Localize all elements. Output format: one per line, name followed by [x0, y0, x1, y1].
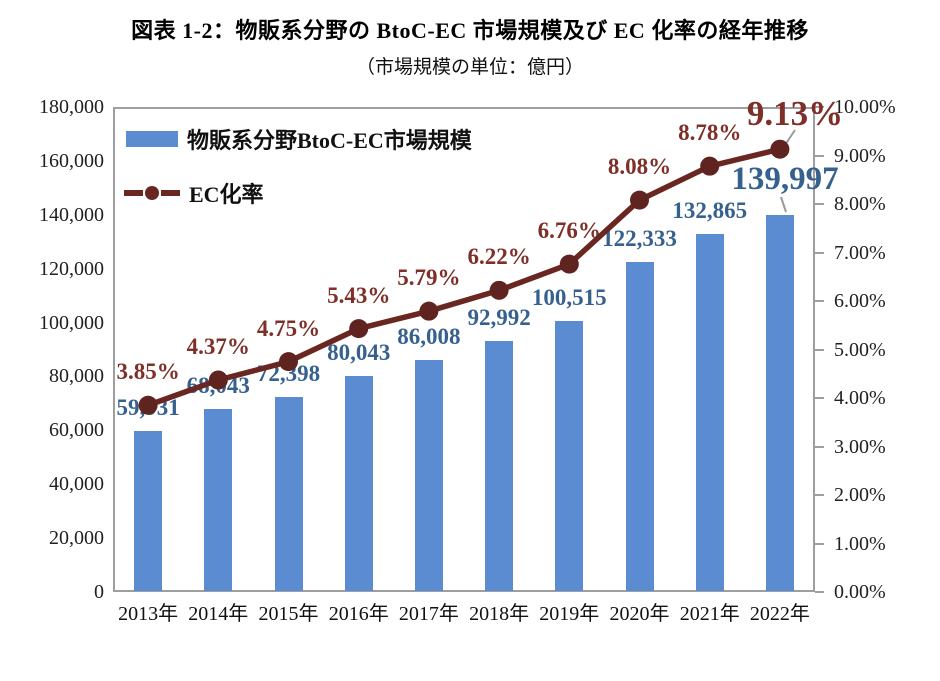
- x-axis-tick-label: 2015年: [258, 603, 319, 625]
- right-axis-tick-mark: [815, 348, 824, 351]
- right-axis-tick-mark: [815, 300, 824, 302]
- x-axis-tick-label: 2016年: [328, 603, 389, 625]
- ec-rate-marker-2017年: [419, 301, 439, 321]
- right-axis-tick-label: 7.00%: [834, 241, 886, 264]
- bar-2019年: [555, 321, 584, 591]
- bar-value-label: 80,043: [327, 340, 391, 366]
- bar-2020年: [625, 262, 654, 591]
- left-axis-tick-label: 0: [94, 581, 104, 603]
- bar-2017年: [414, 360, 443, 591]
- line-series-marker-icon: [145, 186, 159, 200]
- legend-item-market-size: 物販系分野BtoC-EC市場規模: [126, 123, 472, 155]
- right-axis-tick-label: 10.00%: [834, 96, 896, 118]
- x-axis-tick-label: 2017年: [398, 603, 459, 625]
- right-axis-tick-mark: [815, 106, 824, 108]
- right-axis-tick-label: 6.00%: [834, 290, 886, 312]
- left-axis-tick-label: 180,000: [39, 96, 104, 118]
- left-axis-tick-label: 160,000: [39, 149, 104, 172]
- ec-rate-line: [147, 146, 781, 408]
- line-series-swatch-icon: [161, 190, 180, 196]
- right-axis-tick-label: 0.00%: [834, 581, 886, 603]
- bar-2016年: [344, 376, 373, 591]
- x-axis-tick-label: 2022年: [749, 603, 810, 625]
- bar-value-label: 92,992: [467, 305, 531, 331]
- ec-rate-marker-2019年: [559, 254, 579, 274]
- chart-subtitle: （市場規模の単位：億円）: [355, 57, 584, 78]
- left-axis-tick-label: 80,000: [49, 365, 104, 388]
- right-axis-tick-label: 9.00%: [834, 144, 886, 167]
- ec-rate-marker-2018年: [489, 280, 509, 300]
- right-axis-tick-label: 4.00%: [834, 387, 886, 409]
- ec-rate-label: 8.78%: [678, 120, 742, 146]
- bar-2013年: [134, 430, 163, 591]
- x-axis-tick-label: 2014年: [188, 603, 249, 625]
- ec-rate-label: 5.43%: [327, 282, 391, 308]
- bar-series-swatch-icon: [126, 131, 178, 147]
- ec-rate-label: 9.13%: [746, 94, 844, 133]
- bar-2015年: [274, 396, 303, 591]
- left-axis-tick-label: 140,000: [39, 203, 104, 226]
- x-axis-tick-label: 2019年: [539, 603, 600, 625]
- x-axis-tick-label: 2021年: [679, 603, 740, 625]
- chart-title: 図表 1-2：物販系分野の BtoC-EC 市場規模及び EC 化率の経年推移: [131, 18, 809, 43]
- 139997-leader-line: [780, 196, 787, 213]
- left-axis-tick-label: 100,000: [39, 311, 104, 334]
- ec-rate-marker-2020年: [630, 190, 649, 210]
- right-axis-tick-label: 1.00%: [834, 532, 886, 555]
- right-axis-tick-label: 2.00%: [834, 484, 886, 506]
- line-series-swatch-icon: [124, 190, 143, 196]
- bar-value-label: 100,515: [531, 285, 607, 311]
- right-axis-tick-mark: [815, 591, 824, 593]
- right-axis-tick-mark: [815, 542, 824, 545]
- bar-2021年: [695, 234, 724, 591]
- left-axis-tick-label: 40,000: [49, 473, 104, 496]
- ec-rate-marker-2014年: [208, 370, 228, 390]
- legend-item-ec-rate: EC化率: [124, 177, 264, 209]
- ec-rate-marker-2015年: [279, 352, 298, 372]
- right-axis-tick-label: 3.00%: [834, 435, 886, 458]
- right-axis-tick-mark: [815, 445, 824, 448]
- right-axis-tick-mark: [815, 397, 824, 399]
- x-axis-tick-label: 2013年: [118, 603, 179, 625]
- bar-2014年: [204, 408, 233, 591]
- ec-rate-label: 6.76%: [537, 218, 601, 244]
- ec-rate-marker-2022年: [770, 139, 790, 159]
- bar-2018年: [485, 341, 514, 591]
- bar-value-label: 139,997: [731, 161, 839, 197]
- ec-rate-label: 4.37%: [186, 334, 250, 360]
- plot-area-border: [113, 107, 815, 592]
- bar-value-label: 132,865: [672, 198, 748, 223]
- ec-rate-label: 4.75%: [256, 315, 321, 341]
- ec-rate-label: 8.08%: [607, 154, 672, 180]
- right-axis-tick-mark: [815, 203, 824, 205]
- ec-rate-label: 3.85%: [116, 359, 180, 385]
- bar-value-label: 86,008: [397, 324, 461, 350]
- ec-rate-label: 6.22%: [467, 244, 531, 270]
- right-axis-tick-label: 5.00%: [834, 338, 886, 361]
- right-axis-tick-mark: [815, 494, 824, 496]
- ec-rate-label: 5.79%: [397, 265, 461, 291]
- legend-bar-label: 物販系分野BtoC-EC市場規模: [187, 128, 472, 153]
- bar-2022年: [765, 214, 794, 591]
- left-axis-tick-label: 20,000: [49, 527, 104, 550]
- right-axis-tick-mark: [815, 154, 824, 157]
- right-axis-tick-mark: [815, 251, 824, 254]
- x-axis-tick-label: 2020年: [609, 603, 670, 625]
- bar-value-label: 122,333: [602, 226, 677, 252]
- right-axis-tick-label: 8.00%: [834, 193, 886, 215]
- ec-rate-marker-2013年: [138, 395, 158, 415]
- ec-rate-marker-2021年: [700, 156, 720, 176]
- left-axis-tick-label: 60,000: [49, 419, 104, 442]
- left-axis-tick-label: 120,000: [39, 257, 104, 280]
- legend-line-label: EC化率: [189, 182, 264, 207]
- x-axis-tick-label: 2018年: [469, 603, 530, 625]
- ec-rate-marker-2016年: [349, 319, 369, 339]
